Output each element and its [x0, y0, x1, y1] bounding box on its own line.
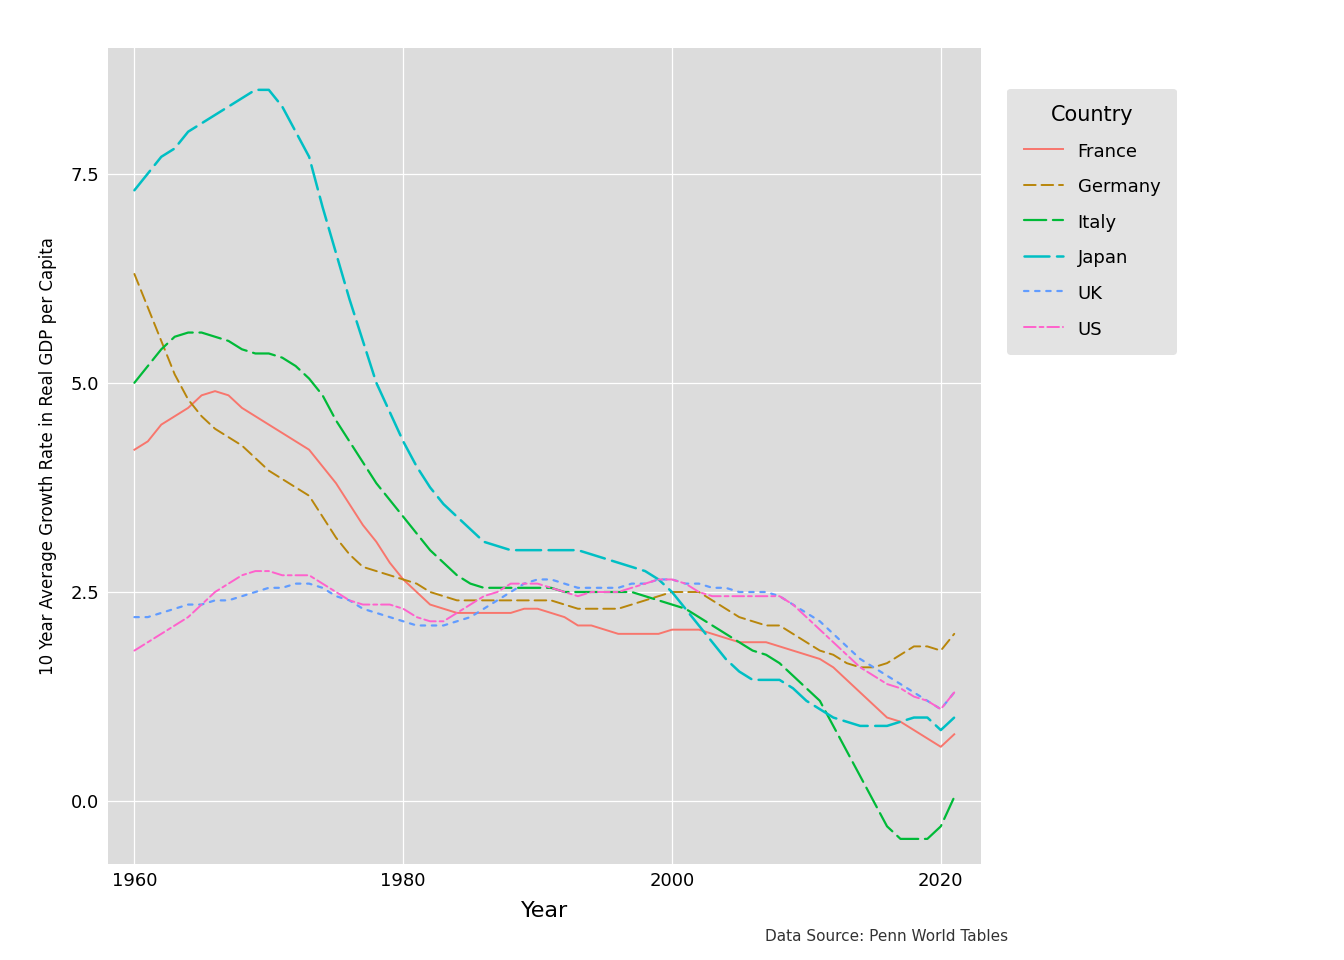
Line: Japan: Japan: [134, 90, 954, 731]
US: [933, 704, 949, 715]
France: [946, 729, 962, 740]
Germany: [341, 548, 358, 560]
Italy: [946, 791, 962, 803]
Japan: [637, 565, 653, 577]
Germany: [194, 411, 210, 422]
Italy: [852, 770, 868, 781]
X-axis label: Year: Year: [520, 901, 569, 922]
Line: Germany: Germany: [134, 274, 954, 667]
Japan: [852, 720, 868, 732]
France: [852, 686, 868, 698]
Japan: [301, 151, 317, 162]
US: [194, 599, 210, 611]
US: [355, 599, 371, 611]
France: [355, 519, 371, 531]
US: [852, 661, 868, 673]
US: [126, 645, 142, 657]
UK: [126, 612, 142, 623]
Italy: [543, 582, 559, 593]
US: [946, 686, 962, 698]
Italy: [207, 331, 223, 343]
Germany: [852, 661, 868, 673]
US: [247, 565, 263, 577]
Italy: [637, 590, 653, 602]
Line: Italy: Italy: [134, 332, 954, 839]
France: [126, 444, 142, 455]
UK: [946, 686, 962, 698]
Italy: [892, 833, 909, 845]
Japan: [933, 725, 949, 736]
UK: [288, 578, 304, 589]
Japan: [194, 117, 210, 129]
Italy: [355, 457, 371, 468]
US: [301, 569, 317, 581]
US: [543, 582, 559, 593]
Germany: [624, 599, 640, 611]
Japan: [126, 184, 142, 196]
Germany: [126, 268, 142, 279]
Germany: [946, 628, 962, 639]
Line: France: France: [134, 391, 954, 747]
UK: [852, 653, 868, 664]
Text: Data Source: Penn World Tables: Data Source: Penn World Tables: [765, 929, 1008, 944]
France: [543, 607, 559, 618]
UK: [543, 574, 559, 586]
Italy: [126, 377, 142, 389]
UK: [637, 578, 653, 589]
Italy: [301, 372, 317, 384]
Japan: [946, 711, 962, 723]
Japan: [543, 544, 559, 556]
UK: [933, 704, 949, 715]
Y-axis label: 10 Year Average Growth Rate in Real GDP per Capita: 10 Year Average Growth Rate in Real GDP …: [39, 237, 56, 675]
France: [301, 444, 317, 455]
France: [194, 390, 210, 401]
Germany: [530, 594, 546, 606]
Line: UK: UK: [134, 580, 954, 709]
Italy: [180, 326, 196, 338]
Japan: [247, 84, 263, 96]
Line: US: US: [134, 571, 954, 709]
UK: [194, 599, 210, 611]
UK: [341, 594, 358, 606]
Japan: [355, 335, 371, 347]
UK: [530, 574, 546, 586]
Germany: [288, 482, 304, 493]
France: [637, 628, 653, 639]
France: [207, 385, 223, 396]
France: [933, 741, 949, 753]
US: [637, 578, 653, 589]
Legend: France, Germany, Italy, Japan, UK, US: France, Germany, Italy, Japan, UK, US: [1008, 89, 1177, 355]
Germany: [839, 658, 855, 669]
